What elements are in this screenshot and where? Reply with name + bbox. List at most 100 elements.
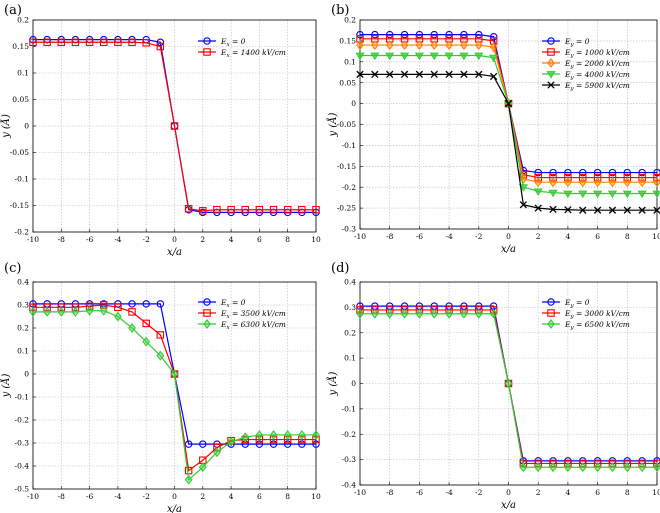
data-point — [474, 40, 483, 50]
data-point — [113, 311, 122, 322]
x-tick-label: -4 — [445, 232, 453, 241]
data-point — [255, 205, 264, 214]
data-point — [593, 190, 603, 199]
legend: Ex = 0Ex = 1400 kV/cm — [198, 37, 286, 59]
data-point — [430, 306, 438, 314]
series-line — [360, 313, 657, 468]
data-point — [564, 168, 572, 177]
data-point — [156, 331, 165, 339]
y-tick-label: 0 — [351, 379, 356, 388]
legend-marker — [546, 71, 556, 79]
data-point — [534, 177, 543, 188]
data-point — [100, 301, 108, 309]
data-point — [269, 205, 278, 214]
data-point — [385, 52, 395, 61]
legend-label: Ey = 3000 kV/cm — [564, 309, 630, 320]
data-point — [652, 190, 660, 199]
y-tick-label: -0.5 — [15, 485, 30, 494]
data-point — [638, 462, 647, 473]
x-tick-label: -10 — [27, 492, 39, 501]
data-point — [241, 205, 250, 214]
data-point — [298, 440, 306, 448]
data-point — [579, 206, 587, 214]
data-point — [414, 52, 424, 61]
data-point — [356, 35, 364, 43]
data-point — [622, 190, 632, 199]
legend-marker — [547, 58, 555, 68]
y-tick-label: -0.2 — [342, 183, 357, 192]
data-point — [489, 42, 498, 53]
data-point — [445, 35, 453, 43]
data-point — [474, 52, 484, 61]
data-point — [371, 30, 379, 39]
data-point — [199, 207, 207, 215]
y-axis-label: y (Å) — [0, 373, 12, 398]
legend-marker — [547, 48, 555, 56]
x-tick-label: 2 — [200, 492, 205, 501]
x-tick-label: -4 — [114, 492, 122, 501]
data-point — [653, 173, 660, 182]
data-point — [534, 204, 542, 212]
data-point — [415, 35, 424, 43]
data-point — [156, 300, 165, 308]
x-tick-label: -2 — [143, 235, 151, 244]
data-point — [312, 430, 320, 440]
data-point — [533, 188, 543, 197]
y-tick-label: 0.2 — [344, 328, 356, 337]
data-point — [593, 173, 602, 182]
y-tick-label: 0.1 — [344, 57, 356, 66]
legend-label: Ex = 3500 kV/cm — [220, 309, 286, 320]
data-point — [43, 38, 51, 47]
y-tick-label: -0.2 — [342, 430, 357, 439]
data-point — [549, 462, 557, 473]
legend-marker — [547, 298, 555, 306]
data-point — [430, 35, 438, 43]
data-point — [385, 308, 394, 319]
data-point — [385, 30, 394, 39]
data-point — [564, 173, 572, 182]
data-point — [356, 30, 364, 39]
x-tick-label: -8 — [58, 235, 66, 244]
data-point — [489, 32, 498, 41]
legend-marker — [203, 298, 211, 306]
y-tick-label: 0.3 — [17, 301, 29, 310]
data-point — [445, 308, 454, 319]
x-tick-label: 6 — [595, 232, 600, 241]
data-point — [608, 168, 617, 177]
data-point — [227, 205, 235, 214]
data-point — [549, 177, 557, 188]
legend-marker — [547, 81, 555, 89]
data-point — [399, 52, 410, 61]
data-point — [534, 462, 543, 473]
y-tick-label: 0.05 — [12, 95, 29, 104]
data-point — [653, 462, 660, 473]
y-tick-label: -0.3 — [15, 439, 30, 448]
data-point — [637, 190, 647, 199]
data-point — [297, 430, 306, 440]
data-point — [534, 173, 542, 182]
data-point — [298, 435, 306, 444]
y-tick-label: -0.3 — [342, 225, 357, 234]
data-point — [534, 459, 542, 468]
data-point — [459, 52, 469, 61]
panel-label: (a) — [4, 3, 22, 18]
data-point — [415, 30, 424, 39]
y-tick-label: -0.4 — [15, 462, 30, 471]
panel-label: (b) — [331, 3, 349, 18]
legend-marker — [547, 37, 555, 45]
data-point — [356, 306, 364, 314]
data-point — [445, 30, 453, 39]
data-point — [128, 308, 136, 316]
data-point — [460, 30, 468, 39]
data-point — [504, 378, 513, 389]
data-point — [71, 38, 80, 47]
y-tick-label: -0.2 — [15, 228, 30, 237]
x-tick-label: -6 — [86, 492, 94, 501]
data-point — [400, 35, 409, 43]
data-point — [608, 173, 617, 182]
plot-frame — [32, 19, 317, 233]
data-point — [475, 35, 483, 43]
data-point — [142, 39, 150, 47]
legend-marker — [203, 48, 211, 56]
